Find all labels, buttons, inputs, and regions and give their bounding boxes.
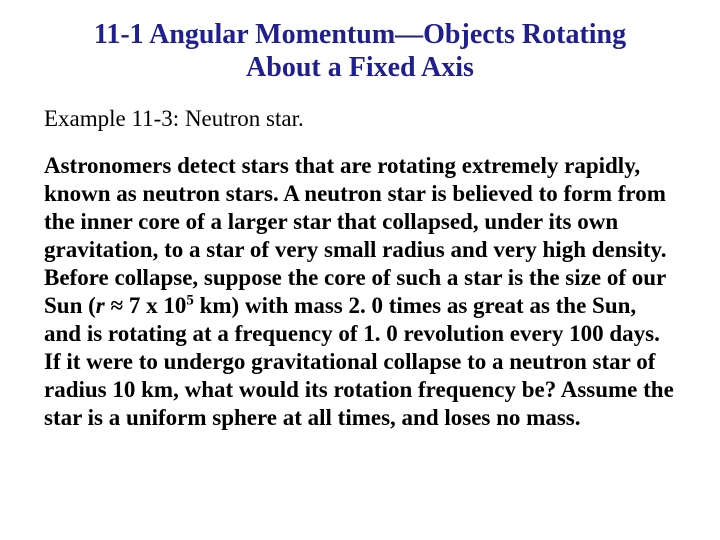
example-heading: Example 11-3: Neutron star.: [44, 106, 676, 132]
body-approx: ≈ 7 x 10: [105, 293, 187, 318]
problem-body: Astronomers detect stars that are rotati…: [44, 152, 676, 432]
variable-r: r: [96, 293, 105, 318]
body-exponent: 5: [186, 293, 193, 309]
slide: 11-1 Angular Momentum—Objects Rotating A…: [0, 0, 720, 540]
title-line-1: 11-1 Angular Momentum—Objects Rotating: [44, 18, 676, 51]
title-line-2: About a Fixed Axis: [44, 51, 676, 84]
section-title: 11-1 Angular Momentum—Objects Rotating A…: [44, 18, 676, 84]
